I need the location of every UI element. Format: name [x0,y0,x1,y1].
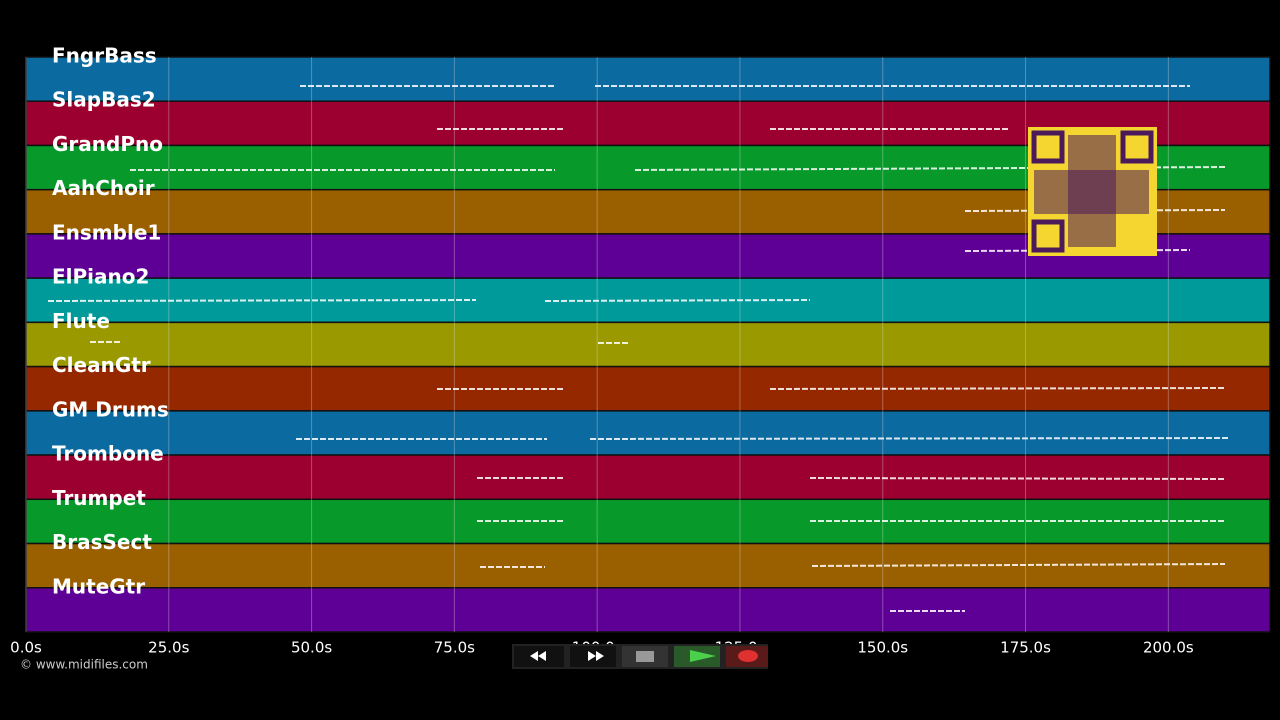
track-name: FngrBass [52,44,157,68]
forward-button[interactable] [570,646,616,667]
track-lane [25,410,1271,456]
qr-pattern [1034,170,1149,214]
record-button[interactable] [726,646,768,667]
qr-finder [1031,219,1065,253]
time-tick-label: 200.0s [1143,639,1194,657]
track-lane [25,321,1271,368]
time-tick-label: 25.0s [148,639,189,657]
play-button[interactable] [674,646,720,667]
rewind-button[interactable] [514,646,564,667]
track-lane [25,56,1271,102]
transport [512,644,768,669]
copyright: © www.midifiles.com [20,658,148,672]
note [811,563,1226,567]
track-lane [25,542,1271,589]
track-name: BrasSect [52,530,152,554]
grid [25,57,1169,632]
time-tick-label: 75.0s [434,639,475,657]
note [589,437,1231,440]
time-tick-label: 175.0s [1000,639,1051,657]
track-lane [25,454,1271,501]
time-tick-label: 0.0s [10,639,42,657]
note [769,387,1226,390]
track-name: GrandPno [52,132,163,156]
qr-code [1028,127,1157,256]
track-name: ElPiano2 [52,265,149,289]
qr-finder [1031,130,1065,164]
time-tick-label: 150.0s [857,639,908,657]
track-name: Flute [52,309,110,333]
track-lane [25,587,1271,633]
track-name: SlapBas2 [52,88,156,112]
track-name: Trombone [52,442,164,466]
track-name: Trumpet [52,486,146,510]
track-name: AahChoir [52,176,155,200]
note [544,299,811,302]
time-tick-label: 50.0s [291,639,332,657]
track-name: GM Drums [52,397,169,421]
track-name: Ensmble1 [52,220,161,244]
track-name: MuteGtr [52,574,145,598]
qr-finder [1120,130,1154,164]
stop-button[interactable] [622,646,668,667]
note [809,477,1226,480]
note [47,299,477,302]
track-names: FngrBass SlapBas2 GrandPno AahChoir Ensmble1… [52,44,169,599]
track-name: CleanGtr [52,353,151,377]
